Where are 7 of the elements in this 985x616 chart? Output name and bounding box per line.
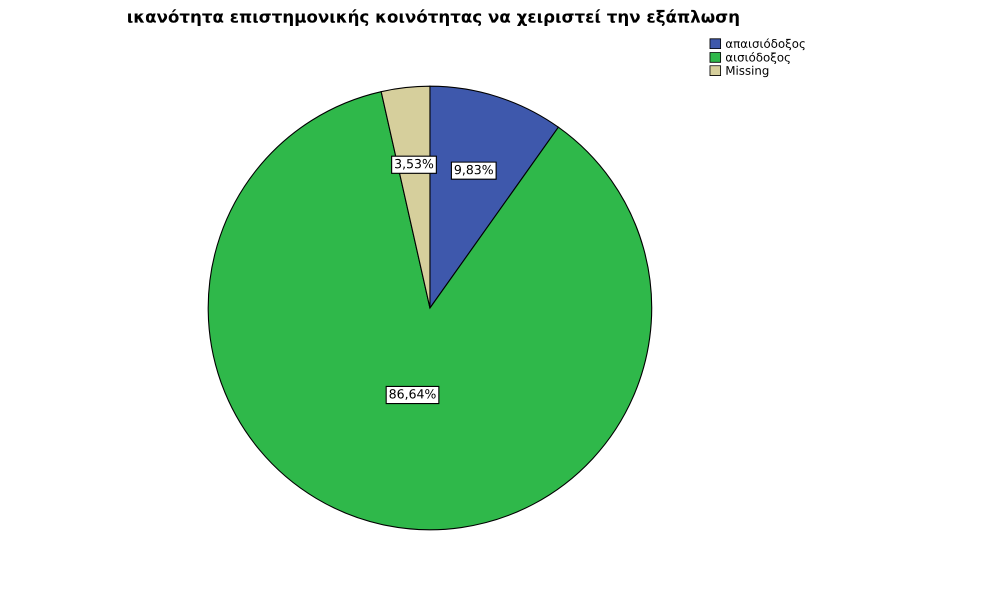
legend-label: Missing	[726, 66, 768, 78]
legend-label: απαισιόδοξος	[726, 38, 805, 50]
data-label: 3,53%	[395, 158, 434, 170]
chart-title: ικανότητα επιστημονικής κοινότητας να χειριστεί την εξάπλωση	[128, 9, 739, 26]
data-label: 9,83%	[454, 164, 493, 176]
legend-label: αισιόδοξος	[726, 52, 790, 64]
data-label: 86,64%	[390, 389, 436, 400]
